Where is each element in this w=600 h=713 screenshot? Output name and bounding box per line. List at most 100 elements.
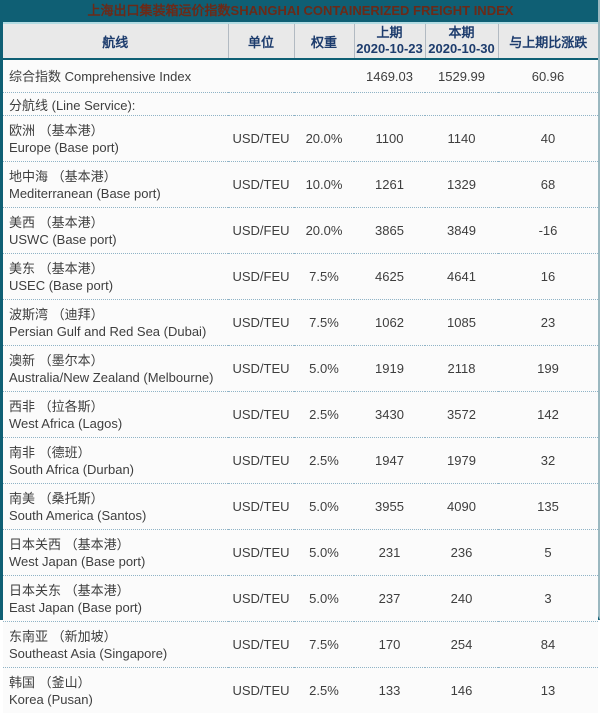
unit-cell: USD/TEU xyxy=(228,162,294,208)
table-row: 南非 （德班） South Africa (Durban) USD/TEU 2.… xyxy=(3,438,598,484)
prev-value-cell: 3430 xyxy=(354,392,425,438)
curr-value-cell: 3849 xyxy=(425,208,498,254)
unit-cell: USD/TEU xyxy=(228,116,294,162)
change-value-cell: 3 xyxy=(498,576,598,622)
weight-cell: 2.5% xyxy=(294,392,354,438)
route-name-en: USEC (Base port) xyxy=(9,277,224,294)
comprehensive-unit xyxy=(228,59,294,93)
change-value-cell: 199 xyxy=(498,346,598,392)
curr-value-cell: 240 xyxy=(425,576,498,622)
curr-value-cell: 4641 xyxy=(425,254,498,300)
route-name-en: South America (Santos) xyxy=(9,507,224,524)
header-row: 航线 单位 权重 上期 2020-10-23 本期 2020-10-30 与上期… xyxy=(3,24,598,59)
prev-value-cell: 231 xyxy=(354,530,425,576)
comprehensive-prev: 1469.03 xyxy=(354,59,425,93)
table-row: 西非 （拉各斯） West Africa (Lagos) USD/TEU 2.5… xyxy=(3,392,598,438)
comprehensive-index-row: 综合指数 Comprehensive Index 1469.03 1529.99… xyxy=(3,59,598,93)
col-header-curr: 本期 2020-10-30 xyxy=(425,24,498,59)
comprehensive-change: 60.96 xyxy=(498,59,598,93)
route-name-en: West Africa (Lagos) xyxy=(9,415,224,432)
route-name-en: Europe (Base port) xyxy=(9,139,224,156)
route-name-en: Southeast Asia (Singapore) xyxy=(9,645,224,662)
curr-value-cell: 2118 xyxy=(425,346,498,392)
col-header-unit: 单位 xyxy=(228,24,294,59)
curr-value-cell: 236 xyxy=(425,530,498,576)
curr-value-cell: 1085 xyxy=(425,300,498,346)
weight-cell: 2.5% xyxy=(294,668,354,713)
curr-value-cell: 1329 xyxy=(425,162,498,208)
change-value-cell: 135 xyxy=(498,484,598,530)
weight-cell: 7.5% xyxy=(294,300,354,346)
line-service-section-row: 分航线 (Line Service): xyxy=(3,93,598,116)
col-header-route: 航线 xyxy=(3,24,228,59)
route-name-cn: 西非 （拉各斯） xyxy=(9,398,224,415)
unit-cell: USD/TEU xyxy=(228,530,294,576)
unit-cell: USD/TEU xyxy=(228,300,294,346)
curr-value-cell: 4090 xyxy=(425,484,498,530)
change-value-cell: -16 xyxy=(498,208,598,254)
route-name-cn: 南非 （德班） xyxy=(9,444,224,461)
change-value-cell: 16 xyxy=(498,254,598,300)
scfi-table: 上海出口集装箱运价指数SHANGHAI CONTAINERIZED FREIGH… xyxy=(0,0,600,620)
unit-cell: USD/TEU xyxy=(228,622,294,668)
prev-value-cell: 3955 xyxy=(354,484,425,530)
table-row: 日本关西 （基本港） West Japan (Base port) USD/TE… xyxy=(3,530,598,576)
route-name-cn: 地中海 （基本港） xyxy=(9,168,224,185)
route-name-cn: 南美 （桑托斯） xyxy=(9,490,224,507)
route-name-en: Persian Gulf and Red Sea (Dubai) xyxy=(9,323,224,340)
comprehensive-label: 综合指数 Comprehensive Index xyxy=(3,59,228,93)
table-row: 美东 （基本港） USEC (Base port) USD/FEU 7.5% 4… xyxy=(3,254,598,300)
table-row: 美西 （基本港） USWC (Base port) USD/FEU 20.0% … xyxy=(3,208,598,254)
curr-value-cell: 1140 xyxy=(425,116,498,162)
unit-cell: USD/TEU xyxy=(228,576,294,622)
route-name-cn: 韩国 （釜山） xyxy=(9,674,224,691)
change-value-cell: 40 xyxy=(498,116,598,162)
route-name-en: West Japan (Base port) xyxy=(9,553,224,570)
comprehensive-curr: 1529.99 xyxy=(425,59,498,93)
prev-value-cell: 1919 xyxy=(354,346,425,392)
weight-cell: 2.5% xyxy=(294,438,354,484)
prev-value-cell: 1261 xyxy=(354,162,425,208)
route-name-en: USWC (Base port) xyxy=(9,231,224,248)
route-name-cn: 日本关西 （基本港） xyxy=(9,536,224,553)
unit-cell: USD/TEU xyxy=(228,392,294,438)
route-name-cn: 澳新 （墨尔本） xyxy=(9,352,224,369)
weight-cell: 7.5% xyxy=(294,254,354,300)
freight-index-table: 航线 单位 权重 上期 2020-10-23 本期 2020-10-30 与上期… xyxy=(3,24,598,713)
curr-value-cell: 146 xyxy=(425,668,498,713)
change-value-cell: 142 xyxy=(498,392,598,438)
route-name-cn: 美东 （基本港） xyxy=(9,260,224,277)
table-row: 日本关东 （基本港） East Japan (Base port) USD/TE… xyxy=(3,576,598,622)
curr-period-label: 本期 xyxy=(426,25,498,41)
table-row: 东南亚 （新加坡） Southeast Asia (Singapore) USD… xyxy=(3,622,598,668)
prev-value-cell: 1100 xyxy=(354,116,425,162)
prev-value-cell: 133 xyxy=(354,668,425,713)
route-name-en: Australia/New Zealand (Melbourne) xyxy=(9,369,224,386)
unit-cell: USD/TEU xyxy=(228,484,294,530)
weight-cell: 5.0% xyxy=(294,484,354,530)
col-header-prev: 上期 2020-10-23 xyxy=(354,24,425,59)
prev-value-cell: 4625 xyxy=(354,254,425,300)
weight-cell: 5.0% xyxy=(294,576,354,622)
prev-period-label: 上期 xyxy=(355,25,425,41)
prev-period-date: 2020-10-23 xyxy=(355,41,425,57)
table-row: 地中海 （基本港） Mediterranean (Base port) USD/… xyxy=(3,162,598,208)
prev-value-cell: 1947 xyxy=(354,438,425,484)
line-service-label: 分航线 (Line Service): xyxy=(3,93,598,116)
weight-cell: 10.0% xyxy=(294,162,354,208)
route-name-cn: 美西 （基本港） xyxy=(9,214,224,231)
table-row: 南美 （桑托斯） South America (Santos) USD/TEU … xyxy=(3,484,598,530)
curr-value-cell: 254 xyxy=(425,622,498,668)
route-name-cn: 波斯湾 （迪拜） xyxy=(9,306,224,323)
prev-value-cell: 3865 xyxy=(354,208,425,254)
table-row: 韩国 （釜山） Korea (Pusan) USD/TEU 2.5% 133 1… xyxy=(3,668,598,713)
weight-cell: 20.0% xyxy=(294,116,354,162)
change-value-cell: 13 xyxy=(498,668,598,713)
unit-cell: USD/TEU xyxy=(228,668,294,713)
unit-cell: USD/FEU xyxy=(228,208,294,254)
table-title: 上海出口集装箱运价指数SHANGHAI CONTAINERIZED FREIGH… xyxy=(3,0,598,22)
prev-value-cell: 170 xyxy=(354,622,425,668)
prev-value-cell: 1062 xyxy=(354,300,425,346)
unit-cell: USD/TEU xyxy=(228,346,294,392)
table-row: 欧洲 （基本港） Europe (Base port) USD/TEU 20.0… xyxy=(3,116,598,162)
